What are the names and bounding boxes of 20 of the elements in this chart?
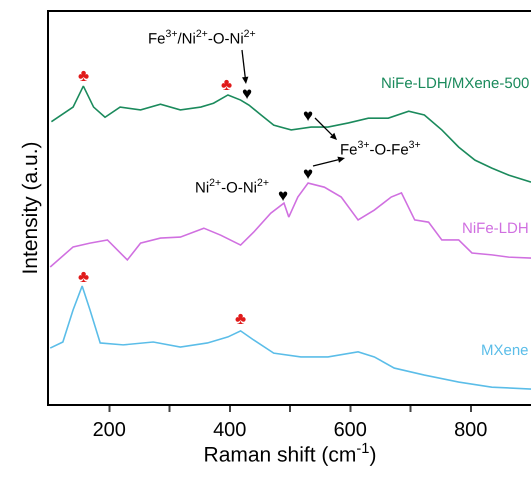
x-tick-label: 600 (334, 418, 367, 441)
series-label: MXene (481, 342, 529, 359)
series-label: NiFe-LDH/MXene-500 (381, 75, 530, 92)
text: ♣ (78, 66, 90, 85)
annotation: Ni$^{2+}$-O-Ni$^{2+}$ (195, 177, 269, 196)
annotation: ♥ (303, 106, 314, 125)
x-axis-title: Raman shift (cm$^{-1}$) (204, 440, 376, 467)
annotation: ♥ (242, 84, 252, 103)
text: Fe$^{3+}$/Ni$^{2+}$-O-Ni$^{2+}$ (148, 28, 256, 48)
x-tick-label: 400 (213, 418, 246, 441)
y-axis-title: Intensity (a.u.) (18, 141, 42, 275)
annotation: ♣ (78, 267, 90, 286)
annotation: ♥ (278, 186, 288, 205)
x-tick-label: 800 (454, 418, 488, 441)
annotation: ♣ (221, 75, 232, 94)
series-label: NiFe-LDH (462, 220, 529, 237)
x-tick-label: 200 (92, 418, 126, 441)
annotation: Fe$^{3+}$-O-Fe$^{3+}$ (340, 139, 421, 158)
annotation: ♣ (235, 309, 246, 328)
annotation: ♥ (303, 164, 314, 183)
